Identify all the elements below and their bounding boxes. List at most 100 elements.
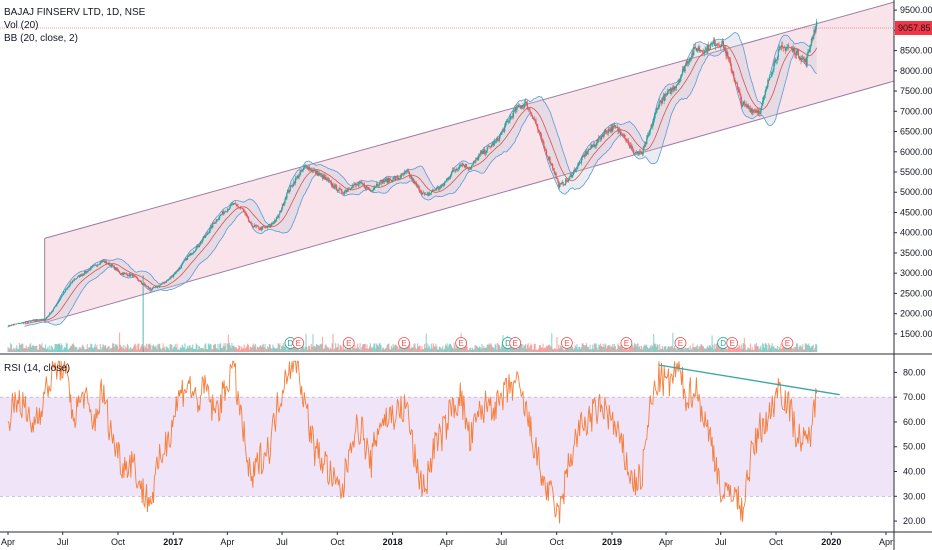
time-axis-month-label: Jul [496, 537, 508, 547]
candle-body [739, 92, 741, 95]
candle-body [755, 110, 757, 113]
candle-body [144, 283, 146, 286]
channel-upper-line [44, 1, 895, 239]
candle-body [60, 296, 62, 299]
volume-bar [464, 347, 466, 352]
candle-body [34, 320, 36, 322]
candle-body [519, 106, 521, 109]
volume-bar [795, 346, 797, 352]
volume-bar [221, 348, 223, 352]
volume-bar [129, 347, 131, 352]
candle-body [800, 58, 802, 61]
candle-body [499, 134, 501, 136]
volume-bar [186, 345, 189, 352]
candle-body [511, 116, 513, 117]
candle-body [275, 217, 277, 221]
volume-bar [736, 347, 738, 352]
volume-bar [244, 348, 246, 352]
candle-body [798, 56, 800, 59]
volume-bar [765, 343, 767, 352]
volume-bar [404, 348, 406, 352]
volume-bar [32, 344, 34, 352]
bb-fill [24, 21, 817, 327]
rsi-pane[interactable] [0, 360, 894, 524]
candle-body [355, 184, 357, 186]
volume-bar [372, 346, 374, 352]
candle-body [359, 182, 361, 184]
candle-body [541, 139, 543, 141]
volume-bar [83, 346, 85, 352]
volume-bar [74, 347, 76, 352]
candle-body [375, 183, 378, 187]
candle-body [629, 145, 631, 147]
candle-body [29, 320, 31, 322]
volume-bar [579, 349, 582, 352]
volume-bar [511, 345, 513, 352]
candle-body [730, 64, 732, 71]
volume-bar [403, 347, 405, 352]
candle-body [315, 170, 317, 174]
candle-body [169, 277, 171, 280]
volume-bar [799, 345, 801, 352]
candle-body [32, 320, 34, 321]
candle-body [542, 140, 544, 143]
candle-body [719, 45, 721, 48]
volume-bar [648, 348, 650, 352]
candle-body [488, 146, 490, 147]
volume-bar [307, 349, 309, 352]
candle-body [284, 198, 286, 203]
volume-bar [151, 349, 153, 352]
candle-body [38, 320, 40, 321]
candle-body [712, 42, 714, 44]
volume-bar [480, 348, 482, 352]
volume-bar [223, 343, 225, 352]
volume-bar [41, 343, 43, 352]
volume-bar [669, 347, 671, 352]
volume-bar [343, 349, 345, 352]
volume-bar [598, 344, 600, 352]
candle-body [146, 286, 149, 287]
volume-bar [613, 347, 615, 352]
candle-body [413, 180, 415, 183]
rsi-axis-label: 50.00 [903, 442, 926, 452]
volume-bar [282, 343, 284, 352]
candle-body [229, 204, 231, 209]
candle-body [402, 173, 404, 175]
candle-body [361, 182, 363, 184]
candle-body [295, 177, 298, 179]
candle-body [550, 163, 552, 165]
candle-body [327, 178, 329, 180]
volume-bar [312, 334, 314, 352]
candle-body [19, 323, 21, 325]
volume-bar [207, 343, 210, 352]
volume-bar [337, 343, 339, 352]
candle-body [197, 245, 199, 247]
candle-body [707, 44, 710, 51]
volume-bar [367, 348, 369, 352]
volume-bar [541, 347, 543, 352]
volume-bar [11, 349, 13, 352]
candle-body [77, 276, 79, 278]
candle-body [564, 184, 566, 185]
candle-body [145, 285, 147, 287]
volume-bar [276, 348, 278, 352]
volume-bar [73, 345, 75, 352]
time-axis-month-label: Apr [659, 537, 673, 547]
volume-bar [29, 344, 31, 352]
candle-body [796, 49, 799, 52]
candle-body [17, 323, 20, 324]
volume-bar [357, 347, 359, 352]
volume-bar [90, 343, 92, 352]
volume-bar [563, 349, 565, 352]
volume-bar [627, 349, 630, 352]
candle-body [304, 165, 306, 168]
volume-bar [645, 345, 647, 352]
candle-body [25, 321, 27, 323]
volume-bar [579, 346, 581, 352]
candle-body [387, 177, 389, 183]
volume-bar [206, 348, 208, 352]
volume-bar [14, 349, 16, 352]
volume-bar [342, 343, 345, 352]
